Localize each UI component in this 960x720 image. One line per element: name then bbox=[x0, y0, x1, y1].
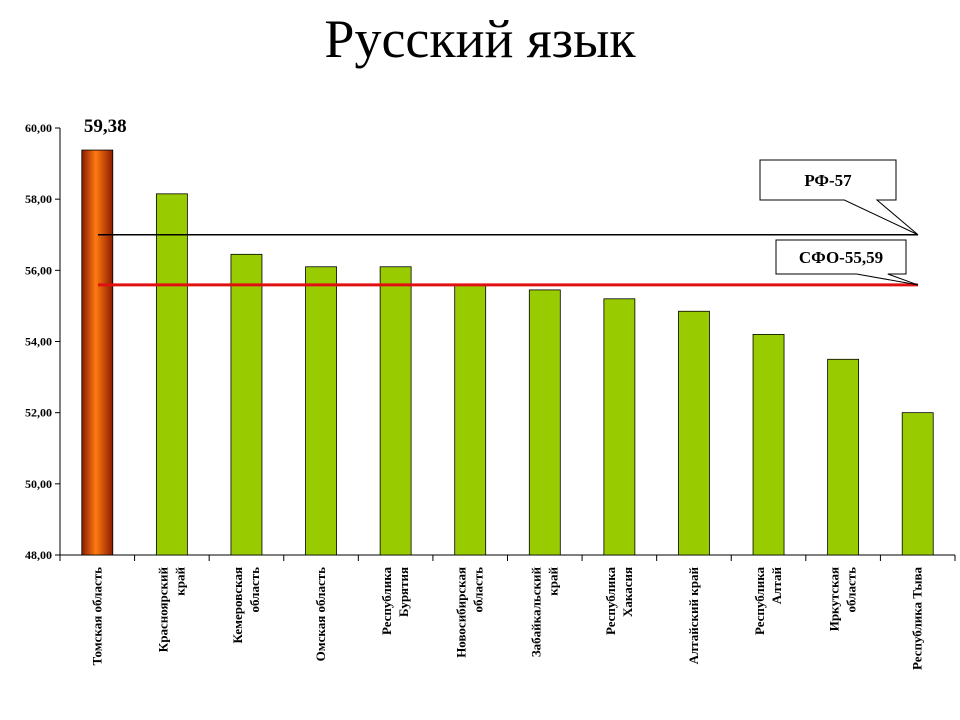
x-category-label: Республика bbox=[603, 567, 618, 636]
bar-11 bbox=[901, 412, 934, 556]
reference-line-label-1: СФО-55,59 bbox=[799, 248, 883, 267]
bar-8 bbox=[678, 310, 710, 556]
y-tick-label: 60,00 bbox=[25, 121, 52, 135]
x-category-label: Красноярский bbox=[155, 567, 170, 653]
x-category-label: край bbox=[172, 566, 187, 595]
y-tick-label: 52,00 bbox=[25, 406, 52, 420]
y-tick-label: 56,00 bbox=[25, 263, 52, 277]
x-category-label: Республика bbox=[379, 567, 394, 636]
y-tick-label: 50,00 bbox=[25, 477, 52, 491]
x-category-label: Алтай bbox=[769, 566, 784, 604]
bar-6 bbox=[528, 289, 561, 556]
x-category-label: Алтайский край bbox=[686, 566, 701, 664]
bar-5 bbox=[454, 284, 487, 556]
bar-9 bbox=[752, 333, 785, 556]
x-category-label: Забайкальский bbox=[528, 566, 543, 657]
x-category-label: область bbox=[247, 567, 262, 613]
callout-box-1 bbox=[775, 239, 919, 286]
y-tick-label: 58,00 bbox=[25, 192, 52, 206]
x-category-label: Хакасия bbox=[620, 567, 635, 617]
x-category-label: Республика bbox=[752, 567, 767, 636]
bar-1 bbox=[155, 193, 188, 556]
x-category-label: Республика Тыва bbox=[910, 566, 925, 669]
callout-box-0 bbox=[759, 159, 919, 236]
x-category-label: Кемеровская bbox=[230, 567, 245, 644]
y-tick-label: 48,00 bbox=[25, 548, 52, 562]
bar-0 bbox=[81, 149, 114, 556]
x-category-label: Иркутская bbox=[827, 567, 842, 631]
x-category-label: Новосибирская bbox=[454, 567, 469, 658]
bar-3 bbox=[305, 266, 337, 556]
x-category-label: Томская область bbox=[89, 567, 104, 666]
bar-7 bbox=[603, 298, 636, 556]
x-category-label: область bbox=[471, 567, 486, 613]
bar-4 bbox=[379, 266, 412, 556]
chart-title: Русский язык bbox=[324, 9, 636, 69]
bar-10 bbox=[827, 358, 860, 556]
reference-line-label-0: РФ-57 bbox=[804, 171, 852, 190]
x-category-label: Омская область bbox=[313, 567, 328, 661]
x-category-label: край bbox=[545, 566, 560, 595]
y-tick-label: 54,00 bbox=[25, 335, 52, 349]
x-category-label: Бурятия bbox=[396, 567, 411, 617]
x-category-label: область bbox=[844, 567, 859, 613]
bar-2 bbox=[230, 253, 263, 556]
data-label: 59,38 bbox=[84, 116, 127, 137]
